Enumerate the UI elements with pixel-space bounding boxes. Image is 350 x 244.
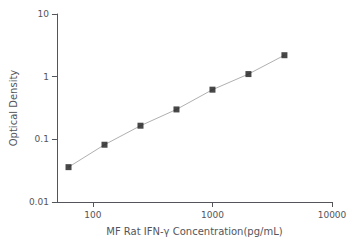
- svg-text:10: 10: [37, 9, 49, 19]
- svg-text:0.01: 0.01: [29, 197, 49, 207]
- svg-text:1000: 1000: [201, 210, 224, 220]
- svg-text:0.1: 0.1: [35, 134, 49, 144]
- svg-text:Optical Density: Optical Density: [8, 70, 19, 147]
- svg-text:10000: 10000: [318, 210, 347, 220]
- svg-text:MF Rat IFN-γ Concentration(pg/: MF Rat IFN-γ Concentration(pg/mL): [106, 226, 282, 237]
- svg-text:1: 1: [43, 72, 49, 82]
- svg-text:100: 100: [84, 210, 101, 220]
